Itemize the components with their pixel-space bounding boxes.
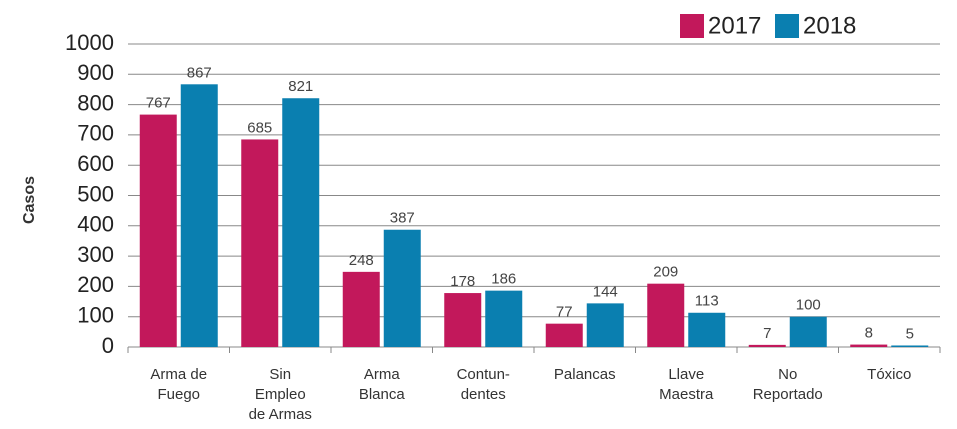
y-tick-label: 800	[77, 90, 114, 115]
y-tick-label: 200	[77, 272, 114, 297]
bar	[241, 139, 279, 347]
y-tick-label: 1000	[65, 30, 114, 55]
value-label: 209	[653, 264, 678, 281]
x-tick-label: Llave	[668, 366, 704, 383]
x-tick-label: dentes	[461, 386, 506, 403]
y-tick-label: 600	[77, 151, 114, 176]
value-label: 248	[349, 252, 374, 269]
bar	[444, 293, 482, 347]
x-tick-label: Reportado	[753, 386, 823, 403]
bar	[282, 98, 320, 347]
bar	[891, 345, 929, 347]
bar	[850, 344, 888, 347]
bar	[180, 84, 218, 347]
value-label: 178	[450, 273, 475, 290]
value-label: 186	[491, 271, 516, 288]
bar	[342, 271, 380, 347]
x-tick-label: Maestra	[659, 386, 714, 403]
value-label: 767	[146, 95, 171, 112]
x-tick-label: Fuego	[157, 386, 200, 403]
x-tick-label: Arma	[364, 366, 400, 383]
y-tick-label: 400	[77, 212, 114, 237]
x-tick-label: Empleo	[255, 386, 306, 403]
bar	[688, 312, 726, 347]
legend-swatch	[680, 14, 704, 38]
legend-label: 2018	[803, 12, 856, 39]
x-tick-label: Sin	[269, 366, 291, 383]
value-label: 113	[695, 293, 719, 310]
bar	[789, 316, 827, 347]
x-tick-label: Palancas	[554, 366, 616, 383]
value-label: 100	[796, 297, 821, 314]
value-label: 144	[593, 283, 618, 300]
x-tick-label: Tóxico	[867, 366, 911, 383]
y-tick-label: 0	[102, 333, 114, 358]
y-tick-label: 100	[77, 303, 114, 328]
bar	[383, 229, 421, 347]
value-label: 8	[865, 325, 873, 342]
legend-label: 2017	[708, 12, 761, 39]
bar	[647, 283, 685, 347]
y-tick-label: 900	[77, 60, 114, 85]
x-tick-label: Blanca	[359, 386, 406, 403]
bar	[485, 290, 523, 347]
value-label: 7	[763, 325, 771, 342]
legend-swatch	[775, 14, 799, 38]
y-axis-label: Casos	[21, 176, 38, 224]
value-label: 685	[247, 119, 272, 136]
x-tick-label: Arma de	[150, 366, 207, 383]
y-tick-label: 700	[77, 121, 114, 146]
x-tick-label: Contun-	[457, 366, 510, 383]
x-tick-label: No	[778, 366, 797, 383]
y-tick-label: 300	[77, 242, 114, 267]
value-label: 387	[390, 210, 415, 227]
value-label: 821	[288, 78, 313, 95]
bar	[139, 114, 177, 347]
bar	[586, 303, 624, 347]
y-tick-label: 500	[77, 181, 114, 206]
x-tick-label: de Armas	[249, 406, 312, 423]
bar	[748, 344, 786, 347]
value-label: 77	[556, 304, 573, 321]
value-label: 867	[187, 64, 212, 81]
bar	[545, 323, 583, 347]
value-label: 5	[906, 325, 914, 342]
